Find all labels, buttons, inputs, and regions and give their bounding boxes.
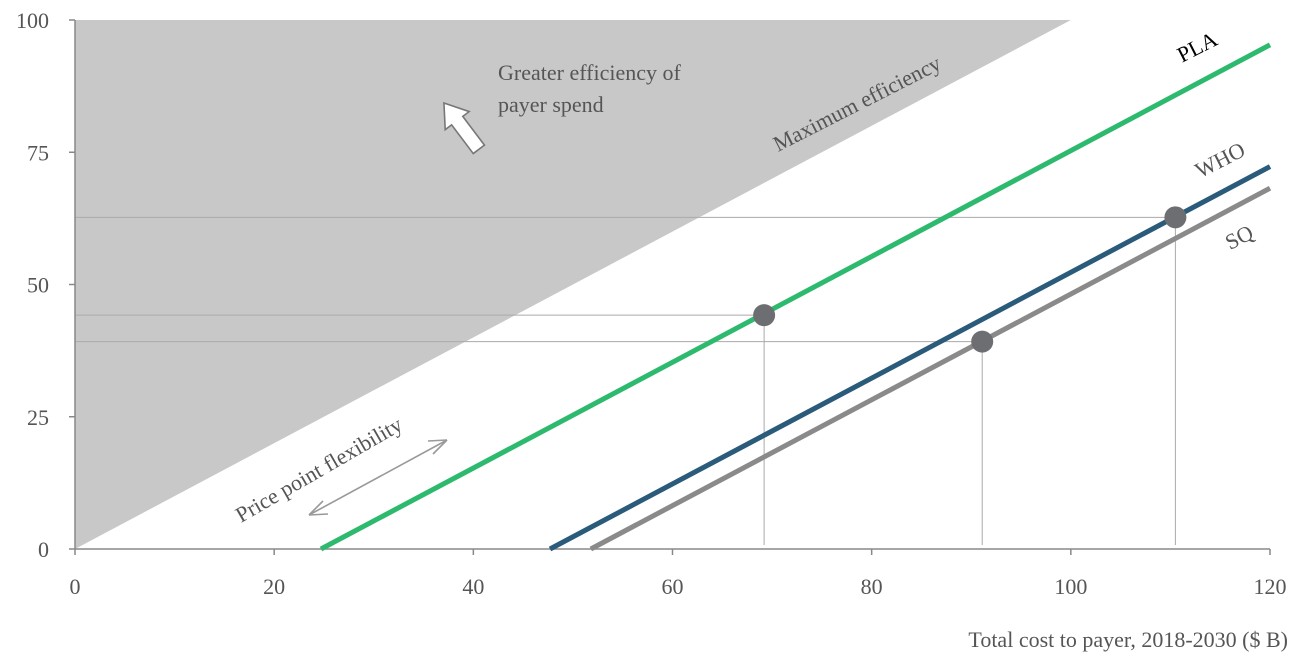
up-arrow-icon xyxy=(443,101,486,155)
series-label-pla: PLA xyxy=(1173,26,1221,67)
series-line-pla xyxy=(319,42,1272,552)
y-tick-label: 50 xyxy=(27,273,49,298)
y-tick-label: 25 xyxy=(27,405,49,430)
x-tick-label: 100 xyxy=(1054,574,1087,599)
x-tick-label: 0 xyxy=(70,574,81,599)
double-arrow-icon xyxy=(308,439,448,516)
efficiency-region-shape xyxy=(75,20,1071,549)
data-point xyxy=(1164,206,1187,229)
data-point xyxy=(753,304,776,327)
axes: 0 20 40 60 80 100 120 0 25 50 75 100 xyxy=(16,8,1287,599)
data-point xyxy=(971,330,994,353)
x-tick-label: 80 xyxy=(861,574,883,599)
series-line-sq xyxy=(589,186,1272,552)
x-tick-label: 120 xyxy=(1254,574,1287,599)
guide-lines xyxy=(75,216,1176,545)
series-line-who xyxy=(548,164,1272,552)
x-tick-label: 40 xyxy=(462,574,484,599)
y-tick-label: 100 xyxy=(16,8,49,33)
data-points xyxy=(753,206,1187,353)
x-tick-label: 60 xyxy=(662,574,684,599)
x-tick-label: 20 xyxy=(263,574,285,599)
efficiency-region xyxy=(75,20,1071,549)
efficiency-annotation-line1: Greater efficiency of xyxy=(498,60,681,85)
y-tick-label: 75 xyxy=(27,140,49,165)
x-axis-title: Total cost to payer, 2018-2030 ($ B) xyxy=(968,627,1288,652)
series-label-who: WHO xyxy=(1191,137,1249,183)
efficiency-annotation-line2: payer spend xyxy=(498,92,604,117)
series-label-sq: SQ xyxy=(1221,220,1258,255)
y-tick-label: 0 xyxy=(38,537,49,562)
